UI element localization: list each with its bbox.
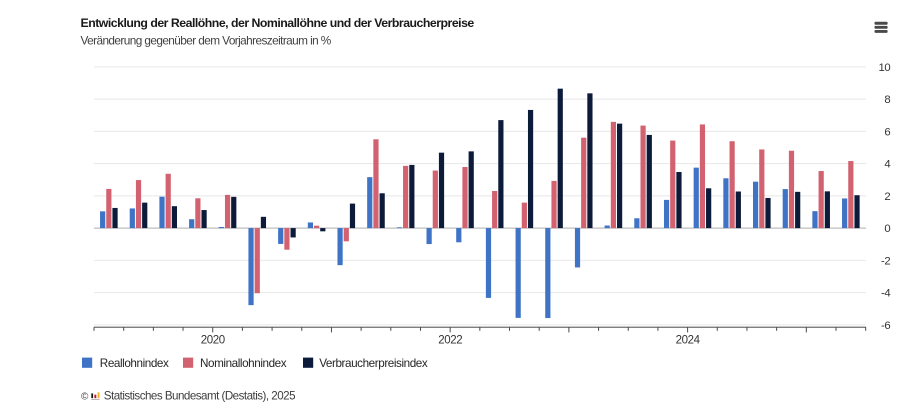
svg-text:©: © xyxy=(81,392,89,403)
svg-text:Reallohnindex: Reallohnindex xyxy=(100,357,169,370)
svg-text:Veränderung gegenüber dem Vorj: Veränderung gegenüber dem Vorjahreszeitr… xyxy=(81,33,332,47)
svg-text:Entwicklung der Reallöhne, der: Entwicklung der Reallöhne, der Nominallö… xyxy=(81,16,475,30)
svg-text:10: 10 xyxy=(879,62,891,74)
svg-text:2022: 2022 xyxy=(438,335,462,347)
svg-text:-2: -2 xyxy=(881,255,890,267)
svg-text:0: 0 xyxy=(884,223,890,235)
svg-text:Nominallohnindex: Nominallohnindex xyxy=(200,357,287,370)
svg-text:-4: -4 xyxy=(881,288,890,300)
svg-text:2: 2 xyxy=(884,191,890,203)
svg-text:2024: 2024 xyxy=(676,335,701,347)
svg-text:2020: 2020 xyxy=(201,335,225,347)
svg-text:Statistisches Bundesamt (Desta: Statistisches Bundesamt (Destatis), 2025 xyxy=(104,389,295,402)
svg-text:Verbraucherpreisindex: Verbraucherpreisindex xyxy=(319,357,428,370)
svg-text:6: 6 xyxy=(884,126,890,138)
svg-text:8: 8 xyxy=(884,94,890,106)
svg-text:4: 4 xyxy=(884,159,890,171)
svg-text:-6: -6 xyxy=(881,320,890,332)
